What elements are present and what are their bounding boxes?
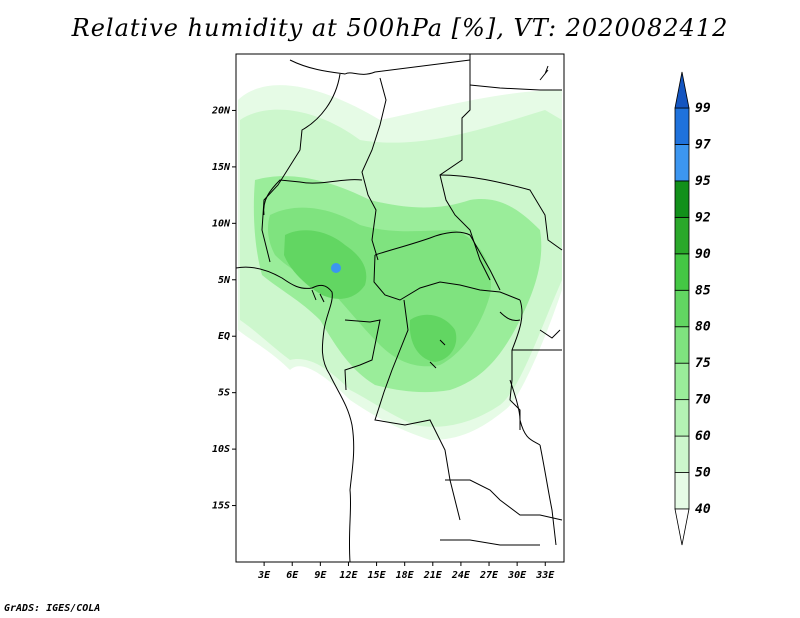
colorbar-segment — [674, 289, 690, 328]
grads-credit: GrADS: IGES/COLA — [4, 603, 101, 614]
colorbar: 40 50 60 70 75 80 85 90 92 95 97 99 — [674, 71, 711, 546]
rh-85-region-east — [409, 314, 457, 362]
lat-tick-label: 5N — [218, 275, 231, 286]
map-panel — [235, 53, 565, 563]
lon-tick-label: 6E — [286, 570, 299, 581]
colorbar-label: 95 — [695, 174, 711, 189]
lon-tick-label: 24E — [451, 570, 471, 581]
lat-tick-label: EQ — [218, 331, 230, 342]
colorbar-segment — [674, 399, 690, 437]
colorbar-segment — [674, 472, 690, 510]
colorbar-label: 75 — [695, 356, 711, 371]
colorbar-segment — [674, 362, 690, 401]
colorbar-segment — [674, 144, 690, 182]
borders — [235, 54, 563, 563]
lon-tick-label: 18E — [396, 570, 415, 581]
lat-tick-label: 15S — [212, 501, 230, 512]
colorbar-label: 80 — [695, 320, 711, 335]
map-title: Relative humidity at 500hPa [%], VT: 202… — [71, 14, 729, 42]
colorbar-high-arrow — [674, 71, 690, 109]
colorbar-segment — [674, 107, 690, 145]
lon-tick-label: 21E — [423, 570, 443, 581]
colorbar-label: 40 — [695, 502, 711, 517]
lon-tick-label: 9E — [314, 570, 327, 581]
colorbar-label: 97 — [695, 137, 711, 152]
colorbar-label: 50 — [695, 466, 711, 481]
lon-tick-label: 30E — [507, 570, 527, 581]
colorbar-segment — [674, 435, 690, 473]
colorbar-low-arrow — [674, 508, 690, 546]
lat-tick-label: 10N — [212, 218, 231, 229]
colorbar-segment — [674, 180, 690, 218]
colorbar-segment — [674, 216, 690, 255]
lon-tick-label: 12E — [339, 570, 358, 581]
colorbar-label: 70 — [695, 393, 711, 408]
lon-tick-label: 3E — [257, 570, 271, 581]
lat-tick-label: 5S — [218, 388, 230, 399]
lon-tick-label: 27E — [479, 570, 499, 581]
colorbar-segment — [674, 253, 690, 291]
lon-tick-label: 15E — [368, 570, 387, 581]
longitude-axis: 3E 6E 9E 12E 15E 18E 21E 24E 27E 30E 33E — [257, 562, 555, 581]
latitude-axis: 20N 15N 10N 5N EQ 5S 10S 15S — [211, 105, 236, 512]
rh-85-region — [284, 230, 367, 299]
lat-tick-label: 20N — [211, 105, 231, 116]
lat-tick-label: 15N — [212, 162, 231, 173]
colorbar-segment — [674, 326, 690, 364]
colorbar-label: 92 — [695, 210, 711, 225]
colorbar-label: 60 — [695, 429, 711, 444]
rh-97-spot — [331, 263, 341, 273]
colorbar-label: 99 — [695, 101, 711, 116]
lon-tick-label: 33E — [535, 570, 555, 581]
colorbar-label: 85 — [695, 283, 711, 298]
colorbar-label: 90 — [695, 247, 711, 262]
lat-tick-label: 10S — [212, 444, 230, 455]
